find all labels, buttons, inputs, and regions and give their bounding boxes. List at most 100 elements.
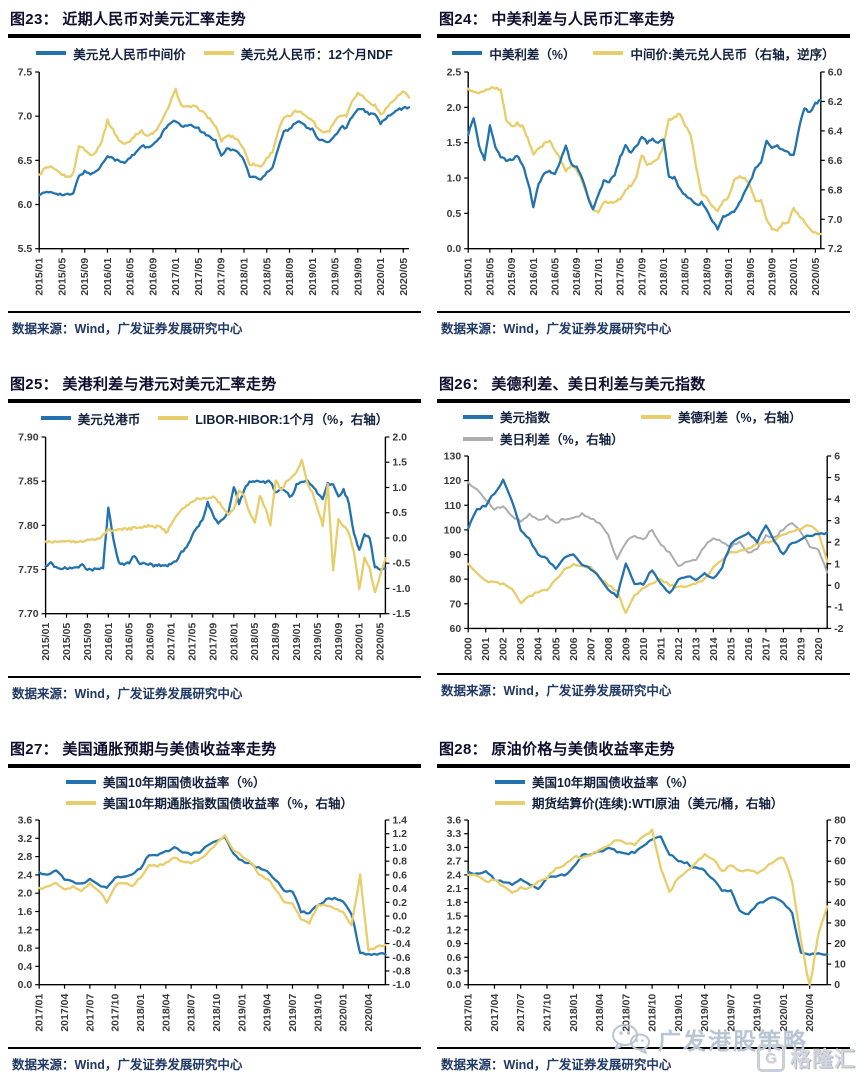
legend-swatch (463, 414, 493, 419)
series-line (467, 828, 829, 986)
legend-swatch (158, 416, 189, 420)
legend-item: 美国10年期国债收益率（%） (66, 772, 266, 791)
x-axis-tick-label: 2011 (655, 637, 667, 660)
glh-logo-text: 格隆汇 (790, 1048, 856, 1071)
x-axis-tick-label: 2019/05 (312, 623, 324, 661)
y-axis-tick-label: -0.6 (392, 952, 410, 964)
y-axis-tick-label: 0.6 (447, 952, 462, 964)
legend-swatch (495, 800, 525, 805)
y-axis-tick-label: 2.4 (18, 869, 33, 881)
x-axis-tick-label: 2016/05 (125, 258, 137, 296)
legend-label: 美元指数 (500, 411, 551, 425)
y-axis-tick-label: 6.6 (828, 155, 843, 167)
y-axis-tick-label: 0.0 (447, 979, 462, 991)
series-line (467, 835, 829, 956)
x-axis-tick-label: 2019/04 (699, 994, 711, 1032)
x-axis-tick-label: 2017/05 (186, 623, 198, 661)
x-axis-tick-label: 2017/01 (593, 258, 605, 296)
y-axis-tick-label: 6 (834, 451, 840, 463)
legend-label: 美元兑人民币：12个月NDF (240, 47, 393, 62)
y-axis-tick-label: 1.0 (392, 842, 407, 854)
chart-canvas: 2.5 2.0 1.5 1.0 0.5 0.0 6.0 6.2 6.4 6.6 6.8 7.0 7.2 2… (447, 67, 843, 296)
y-axis-tick-label: 2.8 (18, 851, 33, 863)
y-axis-tick-label: 0.0 (447, 243, 462, 255)
chart-27: 美国10年期国债收益率（%） 美国10年期通胀指数国债收益率（%，右轴） 3.6 3.… (8, 772, 421, 1045)
x-axis-tick-label: 2018/09 (270, 623, 282, 661)
y-axis-tick-label: 2.7 (447, 856, 462, 868)
figure-panel-23: 图23： 近期人民币对美元汇率走势 美元兑人民币中间价 美元兑人民币：12个月ND… (8, 6, 421, 337)
x-axis-tick-label: 2015/09 (79, 258, 91, 296)
x-axis-tick-label: 2017/05 (615, 258, 627, 296)
y-axis-tick-label: 20 (834, 938, 846, 950)
y-axis-tick-label: 0.0 (392, 532, 407, 544)
y-axis-tick-label: 0.2 (392, 897, 407, 909)
x-axis-tick-label: 2016/01 (102, 258, 114, 296)
y-axis-tick-label: 5.5 (18, 243, 33, 255)
chart-canvas: 3.63.22.82.42.01.61.20.80.40.01.41.21.00… (18, 815, 411, 1032)
x-axis-tick-label: 2019/01 (673, 994, 685, 1032)
data-source-text: 数据来源：Wind，广发证券发展研究中心 (12, 322, 243, 336)
y-axis-tick-label: 1.8 (447, 897, 462, 909)
legend-swatch (495, 779, 525, 784)
y-axis-tick-label: 2.0 (447, 102, 462, 114)
legend-item: 美日利差（%，右轴） (463, 429, 641, 448)
x-axis-tick-label: 2020/04 (804, 994, 816, 1032)
legend-label: 美元兑港币 (77, 412, 141, 427)
y-axis-tick-label: 3.3 (447, 828, 462, 840)
y-axis-tick-label: 2.0 (18, 888, 33, 900)
watermark-logo: G 格隆汇 (757, 1043, 856, 1072)
x-axis-tick-label: 2018/09 (701, 258, 713, 296)
y-axis-tick-label: -0.4 (392, 938, 410, 950)
x-axis-tick-label: 2017/01 (463, 994, 475, 1032)
x-axis-tick-label: 2020 (813, 637, 825, 661)
y-axis-tick-label: 1.5 (447, 137, 462, 149)
chart-legend: 美国10年期国债收益率（%） 美国10年期通胀指数国债收益率（%，右轴） (66, 772, 421, 812)
y-axis-tick-label: 7.0 (18, 111, 33, 123)
y-axis-tick-label: 70 (834, 835, 846, 847)
y-axis-tick-label: 0.8 (392, 856, 407, 868)
y-axis-tick-label: 90 (450, 549, 462, 561)
figure-panel-27: 图27： 美国通胀预期与美债收益率走势 美国10年期国债收益率（%） 美国10年期… (8, 736, 421, 1072)
watermark-wechat: 广发港股策略 (610, 1022, 808, 1056)
figure-panel-24: 图24： 中美利差与人民币汇率走势 中美利差（%） 中间价:美元兑人民币（右轴，逆… (437, 6, 850, 337)
legend-label: 美元兑人民币中间价 (73, 47, 186, 62)
y-axis-tick-label: 1.0 (392, 482, 407, 494)
figure-title: 图27： 美国通胀预期与美债收益率走势 (8, 736, 421, 768)
y-axis-tick-label: 5 (834, 472, 840, 484)
x-axis-tick-label: 2020/01 (778, 994, 790, 1032)
legend-item: 美元兑人民币中间价 (36, 44, 186, 63)
x-axis-tick-label: 2018/01 (658, 258, 670, 296)
y-axis-tick-label: 0.0 (18, 979, 33, 991)
y-axis-tick-label: -0.8 (392, 965, 410, 977)
y-axis-tick-label: 1.0 (447, 173, 462, 185)
y-axis-tick-label: 80 (834, 815, 846, 827)
y-axis-tick-label: -1.0 (392, 583, 410, 595)
data-source-text: 数据来源：Wind，广发证券发展研究中心 (441, 684, 672, 698)
y-axis-tick-label: 1.5 (392, 457, 407, 469)
x-axis-tick-label: 2019/09 (352, 258, 364, 296)
x-axis-tick-label: 2020/05 (810, 258, 822, 296)
legend-item: LIBOR-HIBOR:1个月（%，右轴） (158, 409, 388, 428)
y-axis-tick-label: 3.6 (447, 815, 462, 827)
legend-item: 中美利差（%） (452, 44, 575, 63)
y-axis-tick-label: 6.4 (828, 125, 843, 137)
x-axis-tick-label: 2007 (585, 637, 597, 661)
x-axis-tick-label: 2017/04 (59, 994, 71, 1032)
legend-swatch (641, 414, 672, 419)
y-axis-tick-label: 7.75 (18, 564, 39, 576)
y-axis-tick-label: 110 (444, 500, 461, 512)
legend-label: 美国10年期通胀指数国债收益率（%，右轴） (103, 797, 354, 811)
y-axis-tick-label: 0.4 (392, 883, 407, 895)
y-axis-tick-label: 1.6 (18, 906, 33, 918)
data-source-note: 数据来源：Wind，广发证券发展研究中心 (437, 311, 850, 337)
x-axis-tick-label: 2015/05 (56, 258, 68, 296)
x-axis-tick-label: 2012 (673, 637, 685, 661)
x-axis-tick-label: 2005 (550, 637, 562, 661)
legend-label: 中间价:美元兑人民币（右轴，逆序） (630, 47, 835, 62)
x-axis-tick-label: 2001 (480, 637, 492, 661)
x-axis-tick-label: 2017/09 (636, 258, 648, 296)
chart-28: 美国10年期国债收益率（%） 期货结算价(连续):WTI原油（美元/桶，右轴） 3.… (437, 772, 850, 1045)
x-axis-tick-label: 2017/04 (489, 994, 501, 1032)
y-axis-tick-label: 0.5 (392, 507, 407, 519)
